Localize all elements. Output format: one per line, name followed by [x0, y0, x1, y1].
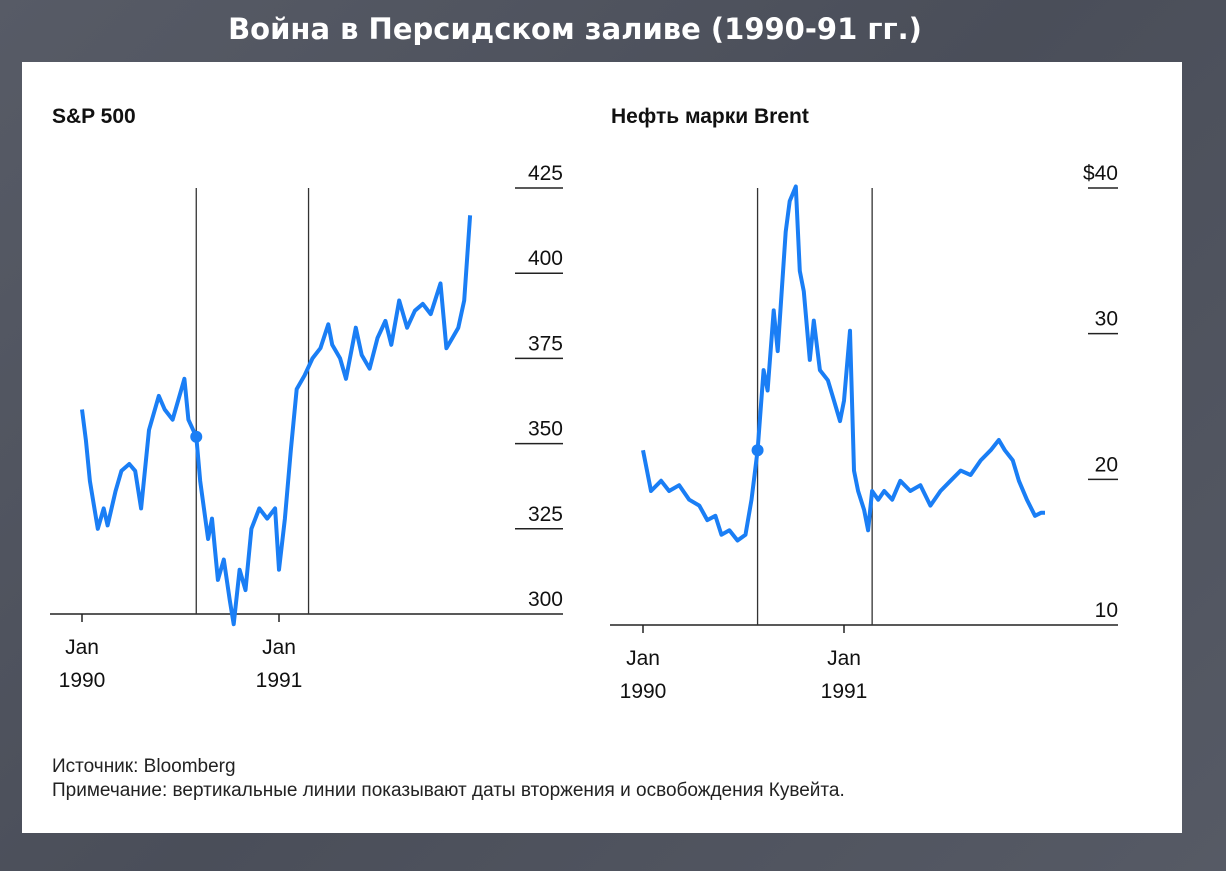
y-tick-label: 10: [1095, 599, 1118, 622]
invasion-marker-dot: [190, 430, 203, 443]
x-tick-label-year: 1991: [256, 669, 303, 692]
y-tick-label: 375: [528, 332, 563, 355]
source-note: Источник: Bloomberg: [52, 756, 236, 777]
chart-title: S&P 500: [52, 105, 136, 128]
y-tick-label: 425: [528, 162, 563, 185]
series-line-brent: [641, 184, 1045, 543]
x-tick-label-month: Jan: [65, 636, 99, 659]
x-tick-label-year: 1990: [59, 669, 106, 692]
y-tick-label: 20: [1095, 453, 1118, 476]
x-tick-label-year: 1990: [620, 680, 667, 703]
series-line-sp500: [80, 215, 473, 627]
x-tick-label-year: 1991: [821, 680, 868, 703]
invasion-marker-dot: [751, 444, 764, 457]
footnote: Примечание: вертикальные линии показываю…: [52, 780, 845, 801]
y-tick-label: 30: [1095, 308, 1118, 331]
chart-panel: [22, 62, 1182, 833]
x-tick-label-month: Jan: [262, 636, 296, 659]
page-title: Война в Персидском заливе (1990-91 гг.): [228, 12, 922, 46]
x-tick-label-month: Jan: [626, 647, 660, 670]
y-tick-label: 400: [528, 247, 563, 270]
chart-title: Нефть марки Brent: [611, 105, 809, 128]
y-tick-label: $40: [1083, 162, 1118, 185]
x-tick-label-month: Jan: [827, 647, 861, 670]
y-tick-label: 300: [528, 588, 563, 611]
y-tick-label: 325: [528, 503, 563, 526]
y-tick-label: 350: [528, 418, 563, 441]
